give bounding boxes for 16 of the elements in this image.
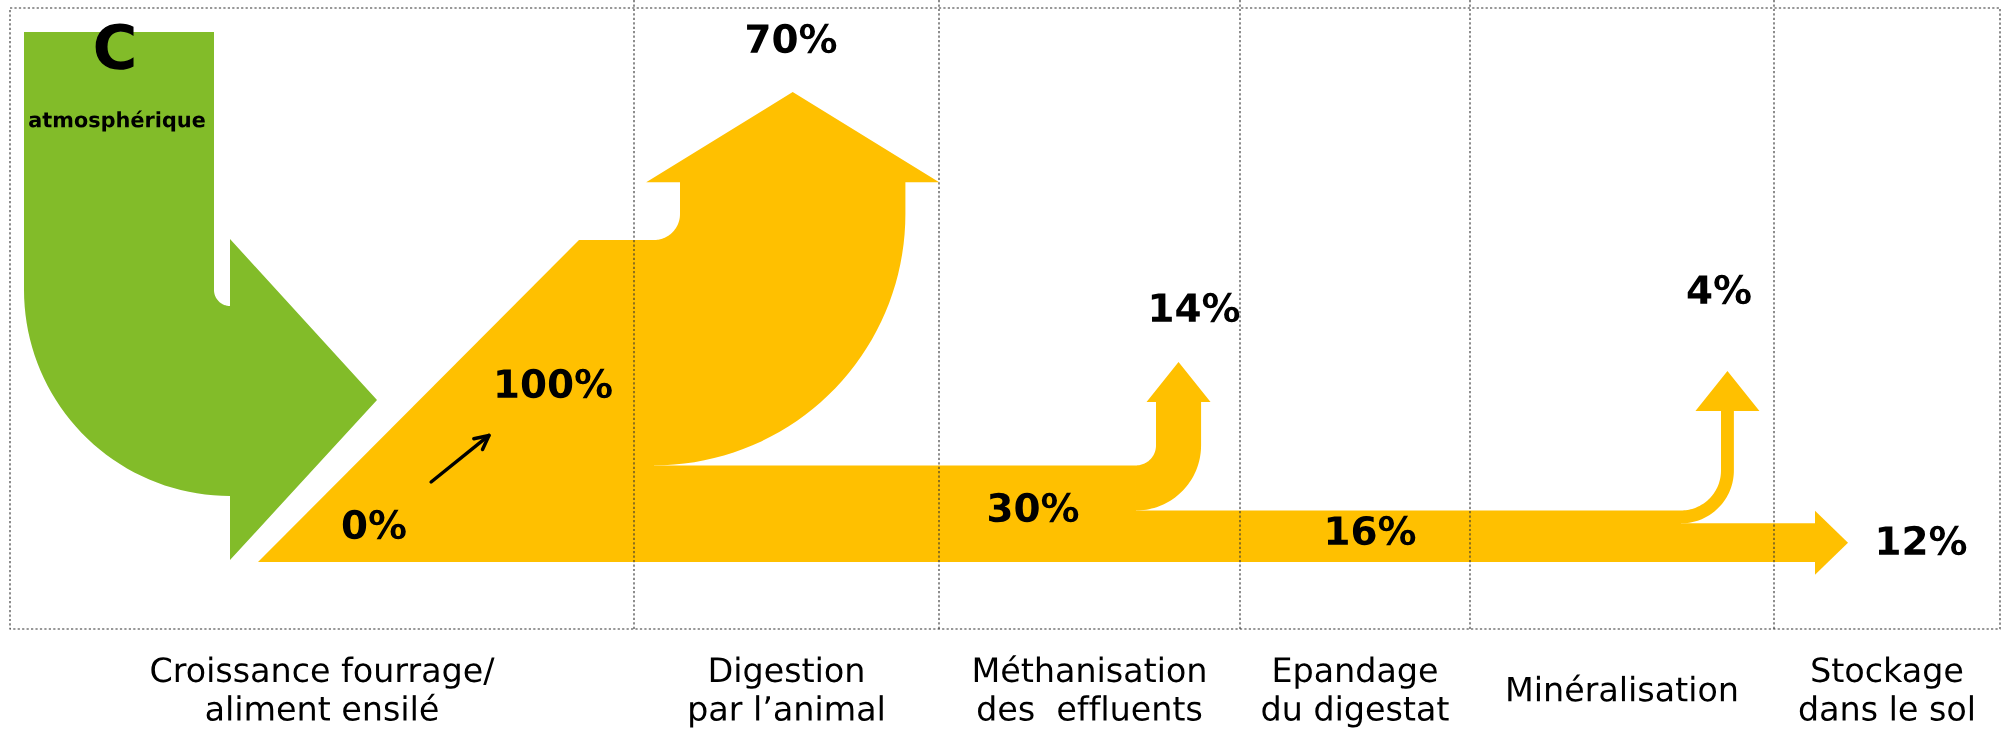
text: 0% <box>342 509 406 540</box>
data-label: 16% <box>1327 515 1416 546</box>
category-label: Stockage dans le sol <box>1799 656 1973 721</box>
data-label: 30% <box>989 492 1079 523</box>
data-label: 70% <box>747 23 837 54</box>
category-label: Epandage du digestat <box>1262 656 1449 728</box>
data-label: 100% <box>497 368 612 399</box>
text: C <box>95 23 134 70</box>
data-label: 12% <box>1878 525 1967 556</box>
category-label: Digestion par l’animal <box>690 656 883 728</box>
data-label: 4% <box>1687 274 1751 305</box>
category-label: Minéralisation <box>1508 674 1737 702</box>
category-label: Méthanisation des effluents <box>974 655 1205 721</box>
category-label: Croissance fourrage/ aliment ensilé <box>151 656 495 721</box>
text: atmosphérique <box>29 110 205 132</box>
data-label: 14% <box>1151 292 1240 323</box>
